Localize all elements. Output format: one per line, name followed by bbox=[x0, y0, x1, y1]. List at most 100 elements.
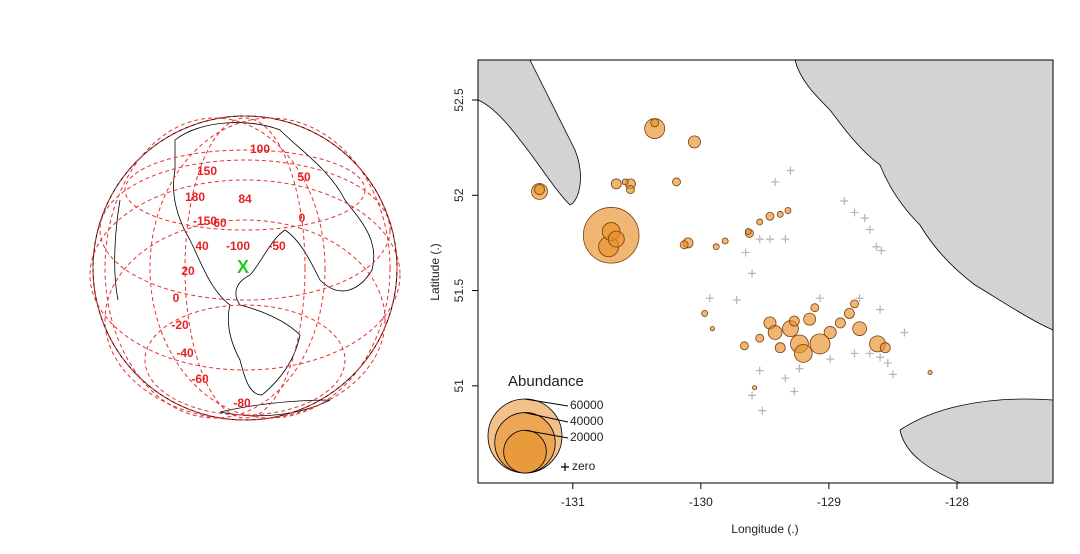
graticule-label: 50 bbox=[297, 170, 311, 184]
zero-marker bbox=[748, 269, 757, 278]
bubble bbox=[744, 228, 752, 235]
x-tick-label: -131 bbox=[561, 495, 585, 509]
location-marker: X bbox=[237, 257, 249, 277]
bubble bbox=[756, 218, 764, 226]
graticule-label: -40 bbox=[176, 346, 194, 360]
graticule-label: 84 bbox=[238, 192, 252, 206]
graticule-label: 60 bbox=[213, 216, 227, 230]
graticule-line bbox=[104, 219, 386, 421]
graticule-label: -80 bbox=[233, 396, 251, 410]
bubble bbox=[852, 321, 867, 336]
bubble bbox=[767, 325, 783, 340]
bubble bbox=[709, 326, 715, 332]
bubble bbox=[927, 369, 933, 376]
graticule-label: -100 bbox=[226, 239, 250, 253]
bubble bbox=[679, 240, 689, 250]
graticule-label: 0 bbox=[299, 211, 306, 225]
legend-leader bbox=[524, 412, 569, 423]
zero-marker bbox=[877, 246, 886, 255]
zero-marker bbox=[741, 248, 750, 257]
zero-marker bbox=[888, 370, 897, 379]
graticule bbox=[89, 115, 401, 421]
zero-marker bbox=[815, 294, 824, 303]
graticule-label: 180 bbox=[185, 190, 205, 204]
graticule-label: -50 bbox=[268, 239, 286, 253]
bubble bbox=[701, 309, 709, 317]
zero-marker bbox=[755, 235, 764, 244]
y-tick-label: 51.5 bbox=[452, 279, 466, 303]
zero-marker bbox=[826, 355, 835, 364]
graticule-line bbox=[149, 117, 391, 419]
graticule-label: -20 bbox=[171, 318, 189, 332]
land bbox=[477, 59, 581, 206]
continents bbox=[114, 122, 375, 417]
land bbox=[794, 59, 1054, 331]
graticule-line bbox=[144, 304, 346, 416]
bubble bbox=[774, 342, 786, 354]
zero-marker bbox=[860, 214, 869, 223]
zero-marker bbox=[850, 208, 859, 217]
x-axis-label: Longitude (.) bbox=[731, 522, 798, 536]
y-axis-label: Latitude (.) bbox=[428, 243, 442, 300]
bubble bbox=[534, 184, 545, 195]
bubble bbox=[809, 333, 831, 355]
bubble bbox=[879, 342, 891, 354]
graticule-label: -150 bbox=[193, 214, 217, 228]
bubble bbox=[752, 385, 758, 391]
bubble bbox=[712, 243, 720, 251]
bubble bbox=[755, 333, 765, 343]
bubble bbox=[765, 211, 775, 221]
zero-marker bbox=[876, 353, 885, 362]
y-tick-label: 51 bbox=[452, 379, 466, 393]
bubble bbox=[687, 135, 701, 149]
legend-zero-symbol bbox=[561, 463, 569, 471]
legend-leader bbox=[524, 429, 569, 439]
legend-title: Abundance bbox=[508, 373, 584, 390]
bubble bbox=[739, 341, 749, 351]
bubble bbox=[650, 118, 660, 128]
y-tick-label: 52.5 bbox=[452, 88, 466, 112]
bubble bbox=[621, 178, 629, 186]
zero-marker bbox=[855, 294, 864, 303]
zero-marker bbox=[850, 349, 859, 358]
bubble bbox=[776, 210, 784, 218]
x-tick-label: -129 bbox=[817, 495, 841, 509]
legend-bubble bbox=[503, 429, 547, 474]
zero-marker bbox=[872, 242, 881, 251]
graticule-line bbox=[99, 159, 391, 301]
zero-marker bbox=[755, 366, 764, 375]
bubble-map: Longitude (.) Latitude (.) bbox=[428, 59, 1054, 536]
graticule-label: 150 bbox=[197, 164, 217, 178]
graticule-line bbox=[184, 117, 306, 419]
bubble bbox=[835, 317, 846, 329]
bubble bbox=[843, 308, 855, 319]
graticule-label: 40 bbox=[195, 239, 209, 253]
bubble bbox=[788, 315, 800, 327]
graticule-label: 100 bbox=[250, 142, 270, 156]
zero-marker bbox=[781, 235, 790, 244]
bubble bbox=[793, 344, 813, 363]
bubble bbox=[721, 237, 729, 245]
zero-marker bbox=[865, 225, 874, 234]
graticule-line bbox=[89, 179, 401, 371]
x-tick-label: -130 bbox=[689, 495, 713, 509]
zero-marker bbox=[795, 364, 804, 373]
globe: 100 150 50 180 84 -150 60 0 40 -100 -50 … bbox=[89, 115, 401, 421]
zero-marker bbox=[865, 349, 874, 358]
legend-leader bbox=[524, 398, 569, 407]
zero-marker bbox=[883, 358, 892, 367]
zero-marker bbox=[790, 387, 799, 396]
graticule-label: 0 bbox=[173, 291, 180, 305]
zero-marker bbox=[765, 235, 774, 244]
legend-zero-label: zero bbox=[572, 459, 596, 473]
zero-marker bbox=[840, 197, 849, 205]
graticule-label: 20 bbox=[181, 264, 195, 278]
bubble bbox=[625, 185, 635, 194]
bubble bbox=[610, 178, 622, 190]
zero-marker bbox=[900, 328, 909, 337]
legend-label: 60000 bbox=[570, 398, 604, 412]
graticule-label: -60 bbox=[191, 372, 209, 386]
bubble bbox=[607, 230, 625, 248]
bubble bbox=[672, 177, 681, 187]
